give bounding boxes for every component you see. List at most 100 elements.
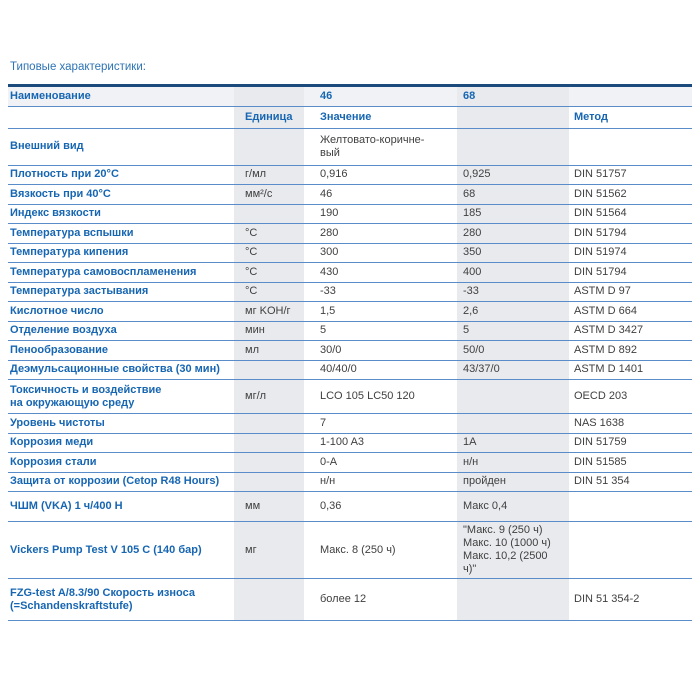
table-row: Защита от коррозии (Cetop R48 Hours) н/н п… xyxy=(8,472,692,492)
unit-cell: мм²/с xyxy=(234,185,304,204)
unit-cell: мл xyxy=(234,341,304,360)
value-68-cell: пройден xyxy=(457,472,569,491)
table-header-row-grades: Наименование 46 68 xyxy=(8,87,692,107)
unit-cell: °C xyxy=(234,263,304,282)
row-label: Кислотное число xyxy=(10,304,104,317)
method-cell: DIN 51 354-2 xyxy=(574,593,640,605)
value-68-cell: 280 xyxy=(457,224,569,243)
value-46-cell: 0,36 xyxy=(320,500,342,512)
method-cell: DIN 51757 xyxy=(574,168,627,181)
method-cell: ASTM D 97 xyxy=(574,285,631,298)
header-empty-name xyxy=(8,107,234,128)
value-68-cell: н/н xyxy=(457,453,569,472)
table-row: Vickers Pump Test V 105 C (140 бар) мг Мак… xyxy=(8,522,692,579)
unit-cell xyxy=(234,204,304,223)
row-label: Индекс вязкости xyxy=(10,207,101,220)
unit-cell: мм xyxy=(234,492,304,521)
row-label: Температура застывания xyxy=(10,285,149,298)
method-cell: DIN 51564 xyxy=(574,207,627,220)
unit-cell: °C xyxy=(234,282,304,301)
method-cell: DIN 51585 xyxy=(574,455,627,468)
row-label: Vickers Pump Test V 105 C (140 бар) xyxy=(10,543,202,556)
table-row: Плотность при 20°C г/мл 0,916 0,925 DIN 5175… xyxy=(8,165,692,185)
row-label: Температура кипения xyxy=(10,246,129,259)
unit-cell xyxy=(234,579,304,620)
page-title: Типовые характеристики: xyxy=(10,61,146,73)
row-label: Деэмульсационные свойства (30 мин) xyxy=(10,363,220,376)
value-46-cell: 430 xyxy=(320,265,339,278)
method-cell xyxy=(569,129,692,165)
method-cell: NAS 1638 xyxy=(574,416,625,429)
row-label: Плотность при 20°C xyxy=(10,168,119,181)
value-46-cell: 7 xyxy=(320,416,327,429)
unit-cell: °C xyxy=(234,243,304,262)
value-46-cell: 300 xyxy=(320,246,339,259)
table-row: Внешний вид Желтовато-коричне- вый xyxy=(8,128,692,166)
row-label: Токсичность и воздействие на окружающую … xyxy=(10,383,162,409)
value-68-cell: 50/0 xyxy=(457,341,569,360)
method-cell: DIN 51794 xyxy=(574,265,627,278)
table-row: Пенообразование мл 30/0 50/0 ASTM D 892 xyxy=(8,341,692,361)
unit-cell xyxy=(234,414,304,433)
header-method: Метод xyxy=(574,110,608,123)
method-cell: ASTM D 3427 xyxy=(574,324,644,337)
header-grade-68: 68 xyxy=(457,87,569,106)
method-cell xyxy=(569,492,692,521)
header-empty-68 xyxy=(457,107,569,128)
value-68-cell: 185 xyxy=(457,204,569,223)
value-68-cell: 68 xyxy=(457,185,569,204)
table-row: Деэмульсационные свойства (30 мин) 40/40/… xyxy=(8,360,692,380)
method-cell: ASTM D 664 xyxy=(574,304,637,317)
table-row: Отделение воздуха мин 5 5 ASTM D 3427 xyxy=(8,321,692,341)
value-68-cell: Макс 0,4 xyxy=(457,492,569,521)
unit-cell xyxy=(234,433,304,452)
row-label: Пенообразование xyxy=(10,343,109,356)
header-unit: Единица xyxy=(234,107,304,128)
method-cell: OECD 203 xyxy=(574,390,628,402)
table-row: Температура застывания °C -33 -33 ASTM D 97 xyxy=(8,282,692,302)
method-cell: DIN 51794 xyxy=(574,226,627,239)
row-label: Защита от коррозии (Cetop R48 Hours) xyxy=(10,475,220,488)
method-cell: ASTM D 892 xyxy=(574,343,637,356)
value-46-cell: 40/40/0 xyxy=(320,363,357,376)
value-68-cell: "Макс. 9 (250 ч) Макс. 10 (1000 ч) Макс.… xyxy=(457,522,569,578)
header-empty-unit xyxy=(234,87,304,106)
method-cell: DIN 51562 xyxy=(574,187,627,200)
table-row: Температура самовоспламенения °C 430 400 DIN… xyxy=(8,263,692,283)
unit-cell: °C xyxy=(234,224,304,243)
value-46-cell: 280 xyxy=(320,226,339,239)
table-row: Температура кипения °C 300 350 DIN 51974 xyxy=(8,243,692,263)
header-grade-46: 46 xyxy=(304,87,457,106)
row-label: Температура самовоспламенения xyxy=(10,265,197,278)
value-68-cell: 0,925 xyxy=(457,165,569,184)
value-46-cell: Макс. 8 (250 ч) xyxy=(320,543,396,556)
value-68-cell: 400 xyxy=(457,263,569,282)
table-row: Вязкость при 40°C мм²/с 46 68 DIN 51562 xyxy=(8,185,692,205)
row-label: ЧШМ (VKA) 1 ч/400 Н xyxy=(10,500,123,512)
unit-cell: мг/л xyxy=(234,380,304,413)
unit-cell xyxy=(234,360,304,379)
table-row: Температура вспышки °C 280 280 DIN 51794 xyxy=(8,224,692,244)
table-row: Коррозия меди 1-100 A3 1A DIN 51759 xyxy=(8,433,692,453)
table-row: ЧШМ (VKA) 1 ч/400 Н мм 0,36 Макс 0,4 xyxy=(8,492,692,522)
value-68-cell: 2,6 xyxy=(457,302,569,321)
value-68-cell: 5 xyxy=(457,321,569,340)
characteristics-table: Наименование 46 68 Единица Значение Мето… xyxy=(8,84,692,621)
value-46-cell: 46 xyxy=(320,187,333,200)
header-empty-method xyxy=(569,87,692,106)
row-label: Уровень чистоты xyxy=(10,416,105,429)
row-label: FZG-test A/8.3/90 Скорость износа (=Scha… xyxy=(10,586,195,612)
table-row: Индекс вязкости 190 185 DIN 51564 xyxy=(8,204,692,224)
row-label: Коррозия меди xyxy=(10,436,94,449)
unit-cell: г/мл xyxy=(234,165,304,184)
value-46-cell: 5 xyxy=(320,324,327,337)
row-label: Коррозия стали xyxy=(10,455,97,468)
value-46-cell: 1-100 A3 xyxy=(320,436,365,449)
value-68-cell xyxy=(457,128,569,165)
method-cell: DIN 51759 xyxy=(574,436,627,449)
value-68-cell: -33 xyxy=(457,282,569,301)
table-row: Коррозия стали 0-A н/н DIN 51585 xyxy=(8,453,692,473)
value-46-cell: 0,916 xyxy=(320,168,348,181)
value-46-cell: 0-A xyxy=(320,455,338,468)
value-68-cell: 1A xyxy=(457,433,569,452)
